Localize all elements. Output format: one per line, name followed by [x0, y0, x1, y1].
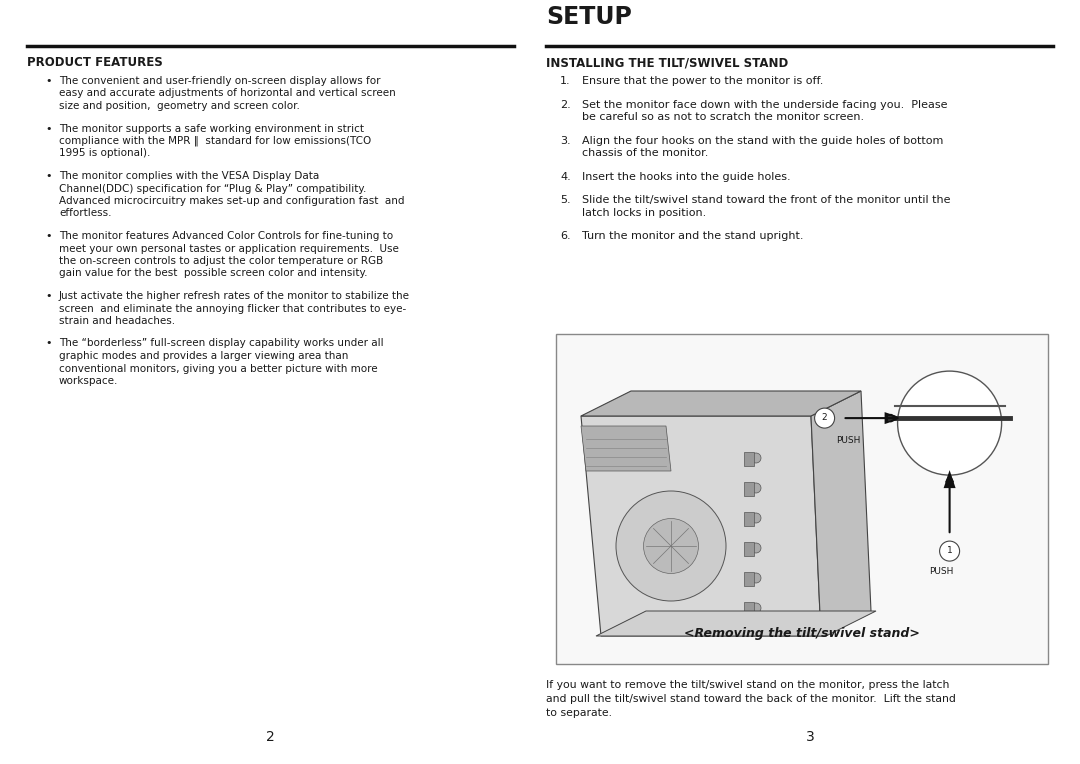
- Circle shape: [751, 573, 761, 583]
- Text: 3.: 3.: [561, 135, 570, 145]
- Text: PUSH: PUSH: [837, 436, 861, 445]
- Text: Turn the monitor and the stand upright.: Turn the monitor and the stand upright.: [582, 231, 804, 241]
- Text: and pull the tilt/swivel stand toward the back of the monitor.  Lift the stand: and pull the tilt/swivel stand toward th…: [546, 694, 956, 704]
- Polygon shape: [581, 416, 821, 636]
- Text: Insert the hooks into the guide holes.: Insert the hooks into the guide holes.: [582, 171, 791, 182]
- Text: •: •: [45, 231, 52, 241]
- Bar: [744, 512, 754, 526]
- Polygon shape: [596, 611, 876, 636]
- Text: meet your own personal tastes or application requirements.  Use: meet your own personal tastes or applica…: [59, 244, 399, 254]
- Text: Set the monitor face down with the underside facing you.  Please: Set the monitor face down with the under…: [582, 99, 947, 109]
- Bar: [744, 452, 754, 466]
- Circle shape: [751, 483, 761, 493]
- Text: latch locks in position.: latch locks in position.: [582, 208, 706, 218]
- Text: PRODUCT FEATURES: PRODUCT FEATURES: [27, 56, 163, 69]
- Text: 2: 2: [822, 413, 827, 422]
- Text: •: •: [45, 291, 52, 301]
- Circle shape: [751, 513, 761, 523]
- Text: •: •: [45, 124, 52, 134]
- Text: compliance with the MPR ‖  standard for low emissions(TCO: compliance with the MPR ‖ standard for l…: [59, 136, 372, 147]
- Text: The monitor supports a safe working environment in strict: The monitor supports a safe working envi…: [59, 124, 364, 134]
- Text: 4.: 4.: [561, 171, 570, 182]
- Text: Slide the tilt/swivel stand toward the front of the monitor until the: Slide the tilt/swivel stand toward the f…: [582, 195, 950, 205]
- Circle shape: [814, 408, 835, 428]
- Text: chassis of the monitor.: chassis of the monitor.: [582, 148, 708, 158]
- Text: conventional monitors, giving you a better picture with more: conventional monitors, giving you a bett…: [59, 364, 378, 374]
- Polygon shape: [811, 391, 870, 636]
- Text: be careful so as not to scratch the monitor screen.: be careful so as not to scratch the moni…: [582, 112, 864, 122]
- Text: 6.: 6.: [561, 231, 570, 241]
- Bar: [744, 482, 754, 496]
- Circle shape: [751, 603, 761, 613]
- Text: easy and accurate adjustments of horizontal and vertical screen: easy and accurate adjustments of horizon…: [59, 89, 395, 99]
- Text: gain value for the best  possible screen color and intensity.: gain value for the best possible screen …: [59, 268, 367, 279]
- Text: The monitor features Advanced Color Controls for fine-tuning to: The monitor features Advanced Color Cont…: [59, 231, 393, 241]
- Text: 1.: 1.: [561, 76, 570, 86]
- Text: to separate.: to separate.: [546, 708, 612, 718]
- Polygon shape: [885, 412, 903, 424]
- Circle shape: [751, 453, 761, 463]
- Bar: [744, 602, 754, 616]
- Polygon shape: [944, 470, 956, 488]
- Text: The convenient and user-friendly on-screen display allows for: The convenient and user-friendly on-scre…: [59, 76, 380, 86]
- Text: <Removing the tilt/swivel stand>: <Removing the tilt/swivel stand>: [684, 627, 920, 640]
- Text: SETUP: SETUP: [546, 5, 632, 29]
- Text: effortless.: effortless.: [59, 209, 111, 219]
- Text: 1: 1: [947, 545, 953, 555]
- Text: workspace.: workspace.: [59, 376, 119, 386]
- Polygon shape: [581, 391, 861, 416]
- Text: •: •: [45, 76, 52, 86]
- Text: If you want to remove the tilt/swivel stand on the monitor, press the latch: If you want to remove the tilt/swivel st…: [546, 680, 949, 690]
- Text: Advanced microcircuitry makes set-up and configuration fast  and: Advanced microcircuitry makes set-up and…: [59, 196, 405, 206]
- Text: Align the four hooks on the stand with the guide holes of bottom: Align the four hooks on the stand with t…: [582, 135, 943, 145]
- Text: size and position,  geometry and screen color.: size and position, geometry and screen c…: [59, 101, 300, 111]
- Text: INSTALLING THE TILT/SWIVEL STAND: INSTALLING THE TILT/SWIVEL STAND: [546, 56, 788, 69]
- Circle shape: [940, 541, 960, 561]
- Bar: [556, 334, 1048, 664]
- Text: 3: 3: [806, 730, 814, 744]
- Text: screen  and eliminate the annoying flicker that contributes to eye-: screen and eliminate the annoying flicke…: [59, 303, 406, 313]
- Circle shape: [616, 491, 726, 601]
- Text: PUSH: PUSH: [930, 567, 954, 576]
- Text: strain and headaches.: strain and headaches.: [59, 316, 175, 326]
- Text: graphic modes and provides a larger viewing area than: graphic modes and provides a larger view…: [59, 351, 349, 361]
- Circle shape: [751, 543, 761, 553]
- Text: 5.: 5.: [561, 195, 570, 205]
- Bar: [744, 542, 754, 556]
- Circle shape: [644, 519, 699, 574]
- Text: Just activate the higher refresh rates of the monitor to stabilize the: Just activate the higher refresh rates o…: [59, 291, 410, 301]
- Text: •: •: [45, 171, 52, 181]
- Text: 2.: 2.: [561, 99, 570, 109]
- Bar: [744, 572, 754, 586]
- Text: The “borderless” full-screen display capability works under all: The “borderless” full-screen display cap…: [59, 338, 383, 348]
- Text: The monitor complies with the VESA Display Data: The monitor complies with the VESA Displ…: [59, 171, 320, 181]
- Polygon shape: [581, 426, 671, 471]
- Text: Ensure that the power to the monitor is off.: Ensure that the power to the monitor is …: [582, 76, 823, 86]
- Text: •: •: [45, 338, 52, 348]
- Text: 2: 2: [266, 730, 274, 744]
- Text: the on-screen controls to adjust the color temperature or RGB: the on-screen controls to adjust the col…: [59, 256, 383, 266]
- Text: 1995 is optional).: 1995 is optional).: [59, 148, 150, 158]
- Text: Channel(DDC) specification for “Plug & Play” compatibility.: Channel(DDC) specification for “Plug & P…: [59, 183, 366, 193]
- Circle shape: [897, 371, 1001, 475]
